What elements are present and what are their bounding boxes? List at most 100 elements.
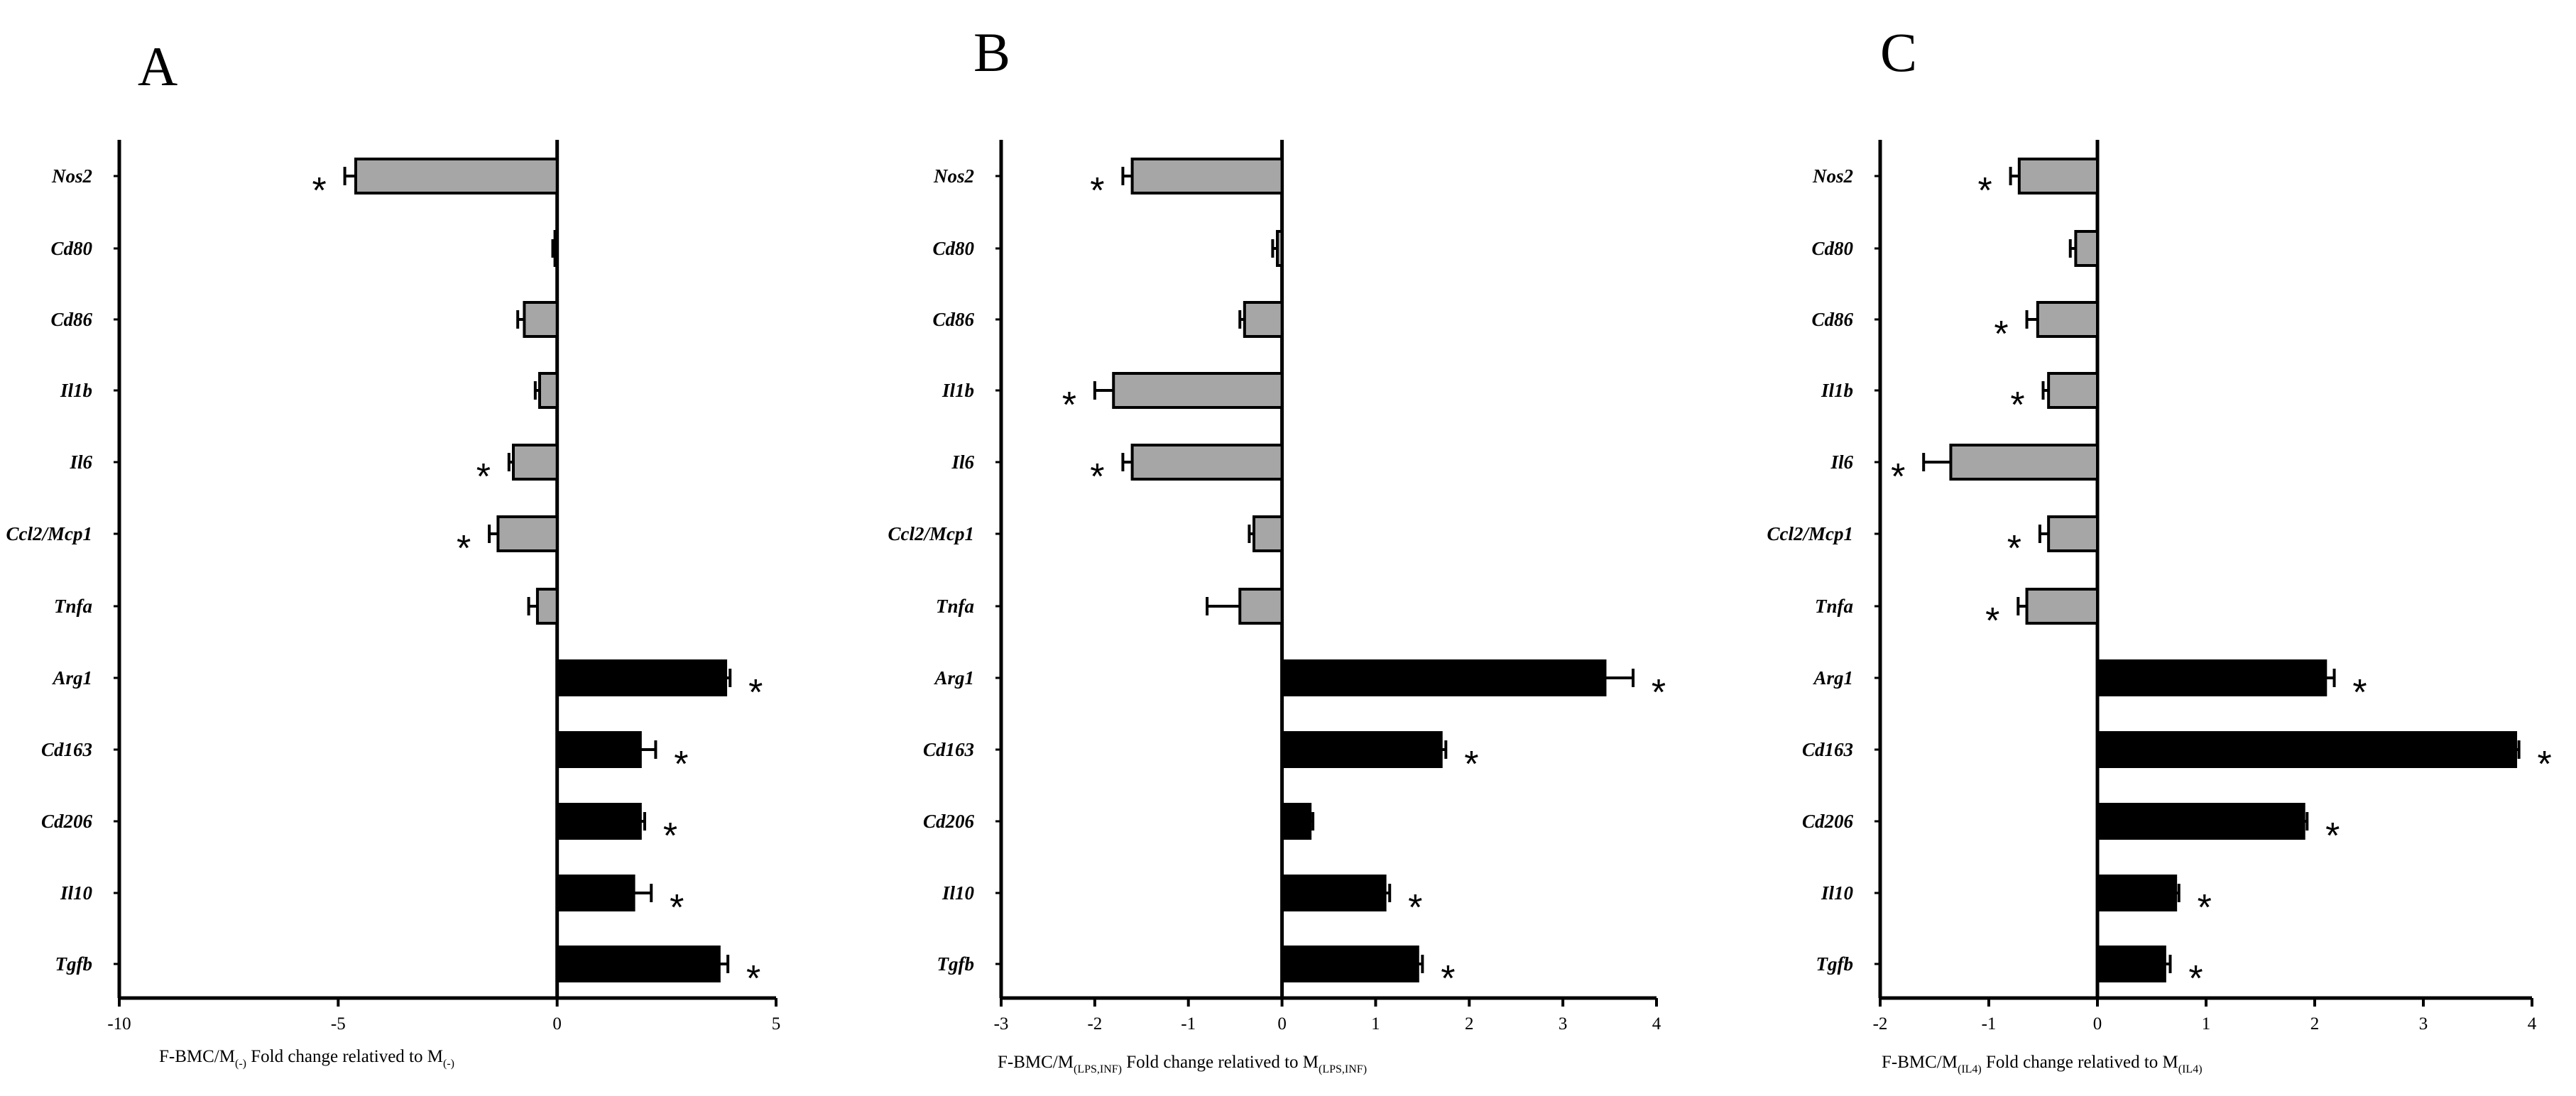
bar xyxy=(2096,946,2166,982)
significance-marker: * xyxy=(2188,958,2203,999)
x-tick-label: 2 xyxy=(2310,1014,2320,1034)
category-label: Il6 xyxy=(69,451,92,473)
category-label: Cd206 xyxy=(1802,811,1854,832)
x-tick-label: -2 xyxy=(1087,1014,1102,1034)
significance-marker: * xyxy=(2198,887,2212,928)
x-tick-label: 4 xyxy=(2528,1014,2537,1034)
bar xyxy=(1275,230,1284,267)
x-axis-label: F-BMC/M(IL4) Fold change relatived to M(… xyxy=(1882,1053,2203,1075)
category-label: Cd163 xyxy=(1802,739,1853,760)
bar xyxy=(512,444,559,481)
category-label: Arg1 xyxy=(51,667,92,689)
x-axis-label: F-BMC/M(LPS,INF) Fold change relatived t… xyxy=(998,1053,1367,1075)
bar xyxy=(2096,659,2327,696)
chart-panel-b: -3 -2 -1 0 1 2 3 4 Nos2 * Cd80 Cd86 Il1b * Il6 * Ccl2/Mc… xyxy=(888,140,1666,1075)
significance-marker: * xyxy=(457,528,471,569)
significance-marker: * xyxy=(746,958,760,999)
bar xyxy=(538,372,559,409)
x-tick-label: 2 xyxy=(1465,1014,1474,1034)
bar xyxy=(2036,301,2100,338)
category-label: Cd80 xyxy=(1811,238,1853,259)
x-tick-label: -1 xyxy=(1181,1014,1196,1034)
bar xyxy=(1238,588,1284,625)
category-label: Cd86 xyxy=(932,309,974,330)
x-tick-label: 3 xyxy=(2419,1014,2428,1034)
category-label: Cd80 xyxy=(50,238,92,259)
x-tick-label: -10 xyxy=(107,1014,131,1034)
category-label: Il1b xyxy=(1821,380,1853,401)
category-label: Il10 xyxy=(60,882,93,904)
significance-marker: * xyxy=(748,672,763,713)
category-label: Il1b xyxy=(60,380,92,401)
category-label: Cd80 xyxy=(932,238,974,259)
category-label: Arg1 xyxy=(933,667,974,689)
category-label: Ccl2/Mcp1 xyxy=(6,523,93,544)
significance-marker: * xyxy=(1090,170,1104,212)
bar xyxy=(535,588,559,625)
bar xyxy=(1280,731,1443,768)
x-tick-label: 3 xyxy=(1559,1014,1568,1034)
category-label: Tgfb xyxy=(55,953,92,975)
significance-marker: * xyxy=(1985,601,1999,642)
category-label: Arg1 xyxy=(1812,667,1853,689)
bar xyxy=(2047,515,2099,552)
x-tick-label: 0 xyxy=(1277,1014,1287,1034)
category-label: Il6 xyxy=(951,451,974,473)
significance-marker: * xyxy=(2007,528,2021,569)
category-label: Nos2 xyxy=(933,165,974,187)
x-tick-label: -5 xyxy=(331,1014,346,1034)
bar xyxy=(553,230,559,267)
x-tick-label: -1 xyxy=(1982,1014,1997,1034)
bar xyxy=(1280,659,1607,696)
significance-marker: * xyxy=(1891,456,1905,498)
bar xyxy=(354,158,559,194)
bar xyxy=(1112,372,1284,409)
significance-marker: * xyxy=(1652,672,1666,713)
category-label: Ccl2/Mcp1 xyxy=(888,523,975,544)
x-tick-label: 0 xyxy=(552,1014,562,1034)
bar xyxy=(555,875,635,911)
x-tick-label: 1 xyxy=(2202,1014,2211,1034)
bar xyxy=(1280,803,1312,840)
bar xyxy=(496,515,559,552)
category-label: Il10 xyxy=(1821,882,1854,904)
bar xyxy=(2074,230,2099,267)
significance-marker: * xyxy=(2010,385,2024,426)
category-label: Nos2 xyxy=(51,165,92,187)
category-label: Tgfb xyxy=(937,953,974,975)
significance-marker: * xyxy=(312,170,326,212)
x-tick-label: 0 xyxy=(2093,1014,2102,1034)
x-tick-label: 1 xyxy=(1371,1014,1380,1034)
category-label: Cd86 xyxy=(1811,309,1853,330)
x-tick-label: -3 xyxy=(994,1014,1009,1034)
x-tick-label: 4 xyxy=(1652,1014,1661,1034)
x-axis-label: F-BMC/M(-) Fold change relatived to M(-) xyxy=(159,1047,454,1070)
bar xyxy=(2096,803,2305,840)
category-label: Tgfb xyxy=(1816,953,1853,975)
panel-letter-c: C xyxy=(1880,21,1917,83)
bar xyxy=(2025,588,2100,625)
significance-marker: * xyxy=(670,887,684,928)
bar xyxy=(2017,158,2100,194)
significance-marker: * xyxy=(1441,958,1455,999)
category-label: Cd86 xyxy=(50,309,92,330)
bar xyxy=(1949,444,2099,481)
category-label: Il10 xyxy=(942,882,975,904)
category-label: Cd163 xyxy=(41,739,92,760)
significance-marker: * xyxy=(476,456,491,498)
significance-marker: * xyxy=(1408,887,1422,928)
chart-panel-a: -10 -5 0 5 Nos2 * Cd80 Cd86 Il1b Il6 * Ccl2/Mcp1 * Tn… xyxy=(6,140,780,1070)
bar xyxy=(555,946,721,982)
significance-marker: * xyxy=(1994,314,2008,355)
bar xyxy=(555,659,728,696)
bar xyxy=(555,803,642,840)
significance-marker: * xyxy=(2325,816,2340,857)
chart-panel-c: -2 -1 0 1 2 3 4 Nos2 * Cd80 Cd86 * Il1b * Il6 * Ccl2/Mcp… xyxy=(1767,140,2552,1075)
bar xyxy=(1252,515,1284,552)
significance-marker: * xyxy=(1090,456,1104,498)
significance-marker: * xyxy=(1062,385,1076,426)
significance-marker: * xyxy=(1977,170,1992,212)
category-label: Il6 xyxy=(1830,451,1853,473)
bar xyxy=(1130,158,1284,194)
bar xyxy=(1280,875,1387,911)
